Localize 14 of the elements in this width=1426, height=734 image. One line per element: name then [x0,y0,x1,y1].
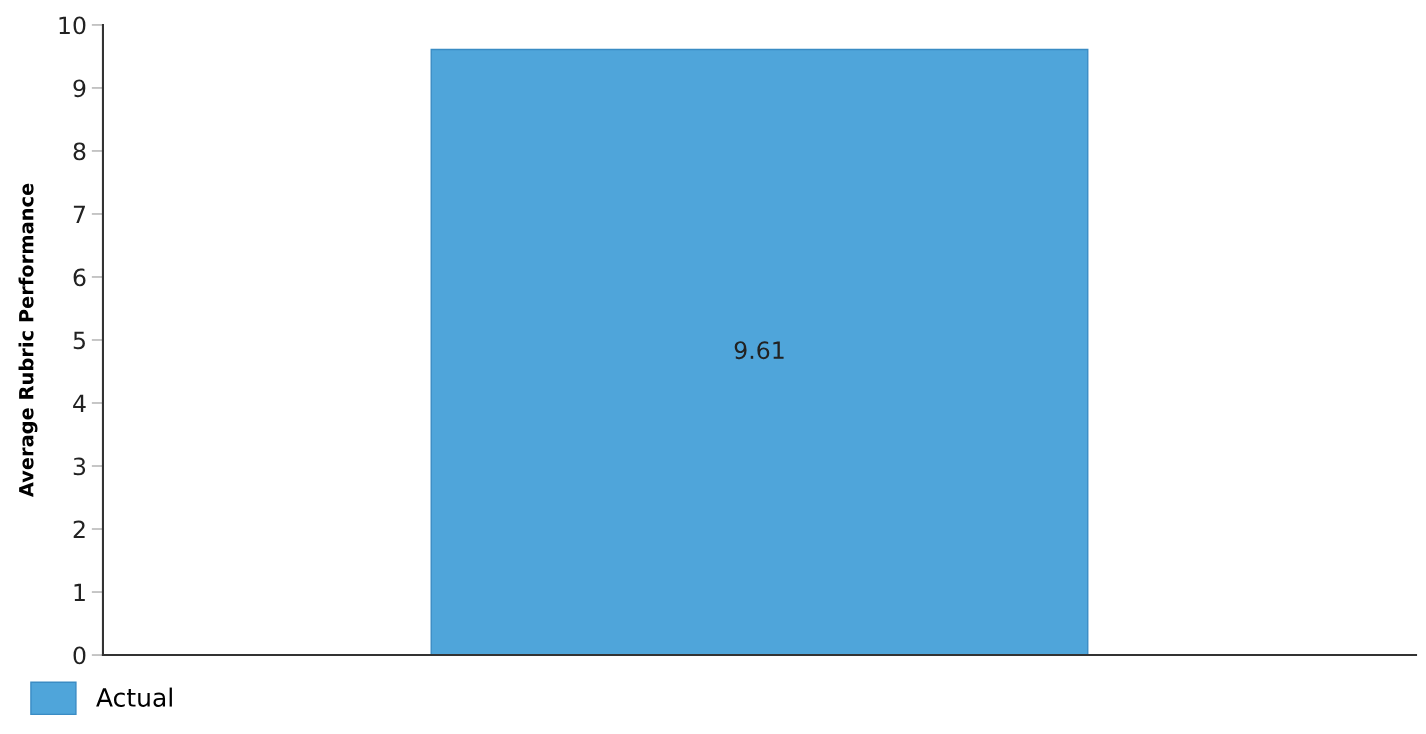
y-tick-label: 5 [73,331,85,350]
y-tick-label: 10 [59,16,86,35]
y-tick-label: 6 [73,268,86,287]
y-tick-label: 4 [73,394,86,412]
data-label: 9.61 [734,341,784,360]
y-tick-label: 1 [74,583,85,601]
y-tick-label: 7 [73,205,85,223]
y-axis-title: Average Rubric Performance [18,183,38,498]
y-tick-label: 8 [73,142,86,161]
y-tick-label: 0 [73,646,86,665]
y-tick-label: 9 [73,79,86,98]
y-tick-label: 3 [73,457,86,476]
y-tick-label: 2 [73,520,85,538]
legend-label: Actual [96,687,172,707]
